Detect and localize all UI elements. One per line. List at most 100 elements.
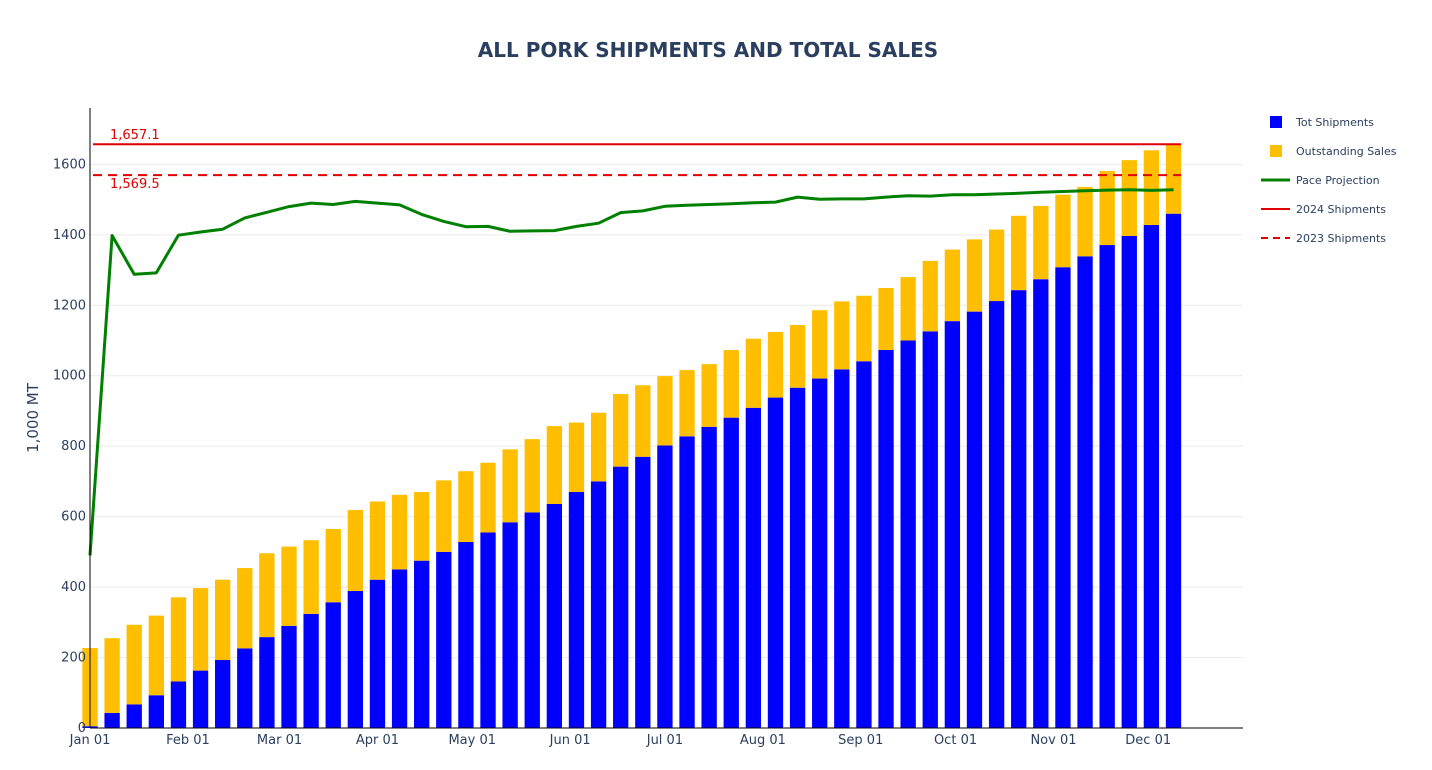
bar-tot-shipments[interactable] bbox=[701, 426, 717, 728]
bar-tot-shipments[interactable] bbox=[126, 704, 142, 728]
bar-outstanding-sales[interactable] bbox=[126, 624, 142, 705]
bar-tot-shipments[interactable] bbox=[259, 637, 275, 728]
bar-outstanding-sales[interactable] bbox=[1165, 144, 1182, 214]
bar-outstanding-sales[interactable] bbox=[635, 385, 651, 457]
bar-tot-shipments[interactable] bbox=[635, 456, 651, 728]
legend-item-tot-shipments[interactable]: Tot Shipments bbox=[1270, 116, 1374, 129]
bar-outstanding-sales[interactable] bbox=[237, 568, 253, 649]
bar-tot-shipments[interactable] bbox=[458, 542, 474, 728]
bar-tot-shipments[interactable] bbox=[1121, 235, 1137, 728]
legend-item-pace-projection[interactable]: Pace Projection bbox=[1261, 174, 1380, 187]
bar-outstanding-sales[interactable] bbox=[812, 310, 828, 379]
bar-tot-shipments[interactable] bbox=[148, 695, 164, 728]
bar-tot-shipments[interactable] bbox=[192, 670, 209, 728]
bar-tot-shipments[interactable] bbox=[988, 301, 1005, 728]
bar-tot-shipments[interactable] bbox=[215, 660, 231, 728]
bar-outstanding-sales[interactable] bbox=[259, 553, 275, 638]
bar-outstanding-sales[interactable] bbox=[1011, 215, 1027, 291]
bar-tot-shipments[interactable] bbox=[568, 491, 585, 728]
bar-outstanding-sales[interactable] bbox=[679, 370, 695, 437]
bar-tot-shipments[interactable] bbox=[856, 361, 872, 728]
bar-outstanding-sales[interactable] bbox=[922, 260, 938, 332]
bar-tot-shipments[interactable] bbox=[1011, 290, 1027, 728]
bar-outstanding-sales[interactable] bbox=[568, 422, 585, 492]
bar-outstanding-sales[interactable] bbox=[303, 540, 319, 614]
bar-tot-shipments[interactable] bbox=[1099, 245, 1115, 728]
bar-outstanding-sales[interactable] bbox=[590, 412, 607, 482]
bar-outstanding-sales[interactable] bbox=[767, 332, 784, 398]
bar-outstanding-sales[interactable] bbox=[458, 471, 474, 542]
bar-outstanding-sales[interactable] bbox=[1099, 171, 1115, 246]
bar-outstanding-sales[interactable] bbox=[436, 480, 452, 552]
bar-outstanding-sales[interactable] bbox=[900, 277, 916, 341]
legend[interactable]: Tot Shipments Outstanding Sales Pace Proje… bbox=[1261, 116, 1397, 245]
bar-tot-shipments[interactable] bbox=[590, 481, 607, 728]
bar-tot-shipments[interactable] bbox=[789, 387, 806, 728]
bar-outstanding-sales[interactable] bbox=[414, 491, 430, 561]
bar-tot-shipments[interactable] bbox=[281, 625, 297, 728]
bar-tot-shipments[interactable] bbox=[657, 445, 673, 728]
bar-outstanding-sales[interactable] bbox=[723, 350, 739, 418]
bar-outstanding-sales[interactable] bbox=[988, 229, 1005, 302]
bar-outstanding-sales[interactable] bbox=[789, 325, 806, 388]
bar-outstanding-sales[interactable] bbox=[369, 501, 386, 580]
bar-outstanding-sales[interactable] bbox=[856, 295, 872, 362]
pace-projection-line[interactable] bbox=[88, 188, 1174, 556]
bar-tot-shipments[interactable] bbox=[414, 560, 430, 728]
bar-outstanding-sales[interactable] bbox=[480, 462, 496, 533]
bar-outstanding-sales[interactable] bbox=[834, 301, 850, 370]
bar-outstanding-sales[interactable] bbox=[502, 449, 518, 523]
bar-outstanding-sales[interactable] bbox=[745, 338, 762, 408]
bar-tot-shipments[interactable] bbox=[745, 407, 762, 728]
bar-tot-shipments[interactable] bbox=[767, 397, 784, 728]
bar-tot-shipments[interactable] bbox=[104, 712, 120, 728]
bar-outstanding-sales[interactable] bbox=[104, 638, 120, 713]
bar-outstanding-sales[interactable] bbox=[944, 249, 961, 322]
bar-tot-shipments[interactable] bbox=[303, 613, 319, 728]
bar-outstanding-sales[interactable] bbox=[325, 528, 341, 603]
bar-tot-shipments[interactable] bbox=[1033, 279, 1049, 728]
bar-outstanding-sales[interactable] bbox=[170, 597, 187, 682]
legend-item-2023-shipments[interactable]: 2023 Shipments bbox=[1261, 232, 1386, 245]
bar-outstanding-sales[interactable] bbox=[546, 426, 563, 504]
bar-outstanding-sales[interactable] bbox=[1121, 160, 1137, 236]
bar-tot-shipments[interactable] bbox=[480, 532, 496, 728]
bar-tot-shipments[interactable] bbox=[170, 681, 187, 729]
bar-outstanding-sales[interactable] bbox=[391, 494, 408, 570]
legend-item-2024-shipments[interactable]: 2024 Shipments bbox=[1261, 203, 1386, 216]
bar-outstanding-sales[interactable] bbox=[657, 376, 673, 446]
bar-outstanding-sales[interactable] bbox=[1077, 186, 1093, 257]
bar-tot-shipments[interactable] bbox=[391, 569, 408, 728]
bar-outstanding-sales[interactable] bbox=[966, 239, 983, 312]
bar-tot-shipments[interactable] bbox=[546, 503, 563, 728]
bar-tot-shipments[interactable] bbox=[834, 369, 850, 728]
bar-tot-shipments[interactable] bbox=[812, 378, 828, 728]
bar-outstanding-sales[interactable] bbox=[1055, 194, 1071, 268]
bar-tot-shipments[interactable] bbox=[1143, 224, 1160, 729]
bar-tot-shipments[interactable] bbox=[325, 602, 341, 728]
bar-outstanding-sales[interactable] bbox=[148, 615, 164, 696]
bar-outstanding-sales[interactable] bbox=[215, 579, 231, 661]
bar-tot-shipments[interactable] bbox=[966, 311, 983, 728]
bar-outstanding-sales[interactable] bbox=[281, 546, 297, 626]
bar-outstanding-sales[interactable] bbox=[878, 288, 894, 351]
bar-tot-shipments[interactable] bbox=[436, 551, 452, 728]
bar-outstanding-sales[interactable] bbox=[701, 364, 717, 427]
bar-outstanding-sales[interactable] bbox=[192, 588, 209, 671]
bar-outstanding-sales[interactable] bbox=[1143, 150, 1160, 225]
bar-tot-shipments[interactable] bbox=[1077, 256, 1093, 728]
bar-tot-shipments[interactable] bbox=[878, 350, 894, 728]
bar-tot-shipments[interactable] bbox=[922, 331, 938, 728]
bar-tot-shipments[interactable] bbox=[1165, 213, 1182, 728]
bar-outstanding-sales[interactable] bbox=[613, 394, 629, 467]
bar-outstanding-sales[interactable] bbox=[524, 439, 540, 513]
bar-tot-shipments[interactable] bbox=[502, 522, 518, 728]
bar-tot-shipments[interactable] bbox=[1055, 267, 1071, 728]
bar-tot-shipments[interactable] bbox=[369, 579, 386, 728]
bar-tot-shipments[interactable] bbox=[237, 648, 253, 728]
bar-tot-shipments[interactable] bbox=[900, 340, 916, 729]
bar-tot-shipments[interactable] bbox=[723, 417, 739, 728]
bar-tot-shipments[interactable] bbox=[679, 436, 695, 728]
bar-tot-shipments[interactable] bbox=[524, 512, 540, 728]
bar-tot-shipments[interactable] bbox=[613, 466, 629, 728]
